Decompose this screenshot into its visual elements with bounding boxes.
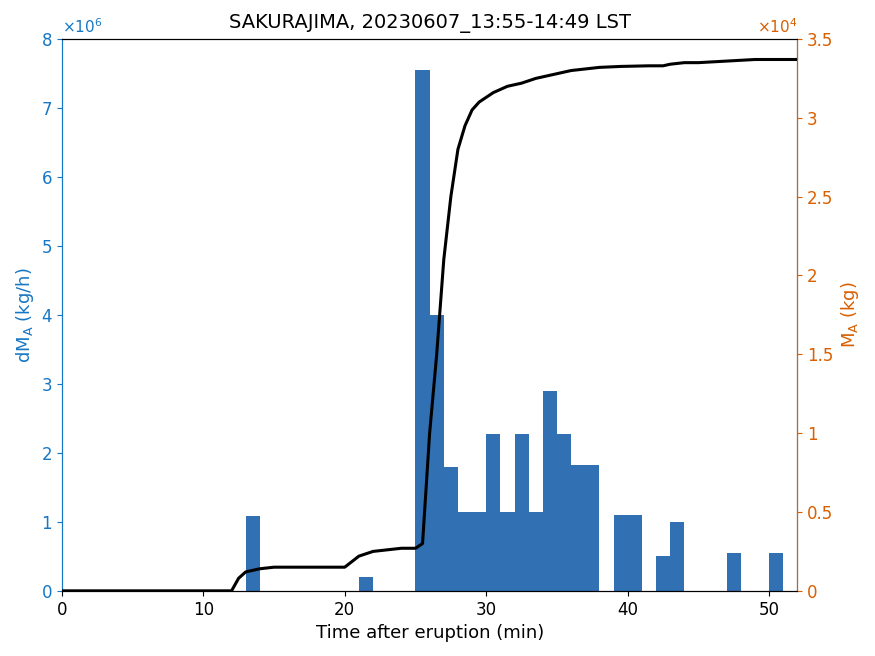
- Bar: [656, 556, 670, 591]
- Bar: [571, 465, 585, 591]
- Y-axis label: dM$_\mathregular{A}$ (kg/h): dM$_\mathregular{A}$ (kg/h): [14, 267, 36, 363]
- X-axis label: Time after eruption (min): Time after eruption (min): [316, 624, 543, 642]
- Bar: [557, 434, 571, 591]
- Bar: [487, 434, 500, 591]
- Bar: [727, 553, 741, 591]
- Bar: [458, 512, 472, 591]
- Y-axis label: M$_\mathregular{A}$ (kg): M$_\mathregular{A}$ (kg): [839, 281, 861, 348]
- Bar: [585, 465, 599, 591]
- Bar: [473, 512, 487, 591]
- Bar: [430, 315, 444, 591]
- Text: $\times\mathregular{10^6}$: $\times\mathregular{10^6}$: [62, 18, 102, 36]
- Title: SAKURAJIMA, 20230607_13:55-14:49 LST: SAKURAJIMA, 20230607_13:55-14:49 LST: [228, 14, 631, 33]
- Bar: [627, 515, 642, 591]
- Text: $\times\mathregular{10^4}$: $\times\mathregular{10^4}$: [757, 18, 797, 36]
- Bar: [528, 512, 542, 591]
- Bar: [769, 553, 783, 591]
- Bar: [542, 391, 557, 591]
- Bar: [613, 515, 627, 591]
- Bar: [500, 512, 514, 591]
- Bar: [416, 70, 430, 591]
- Bar: [514, 434, 528, 591]
- Bar: [359, 577, 373, 591]
- Bar: [444, 466, 458, 591]
- Bar: [670, 522, 684, 591]
- Bar: [246, 516, 260, 591]
